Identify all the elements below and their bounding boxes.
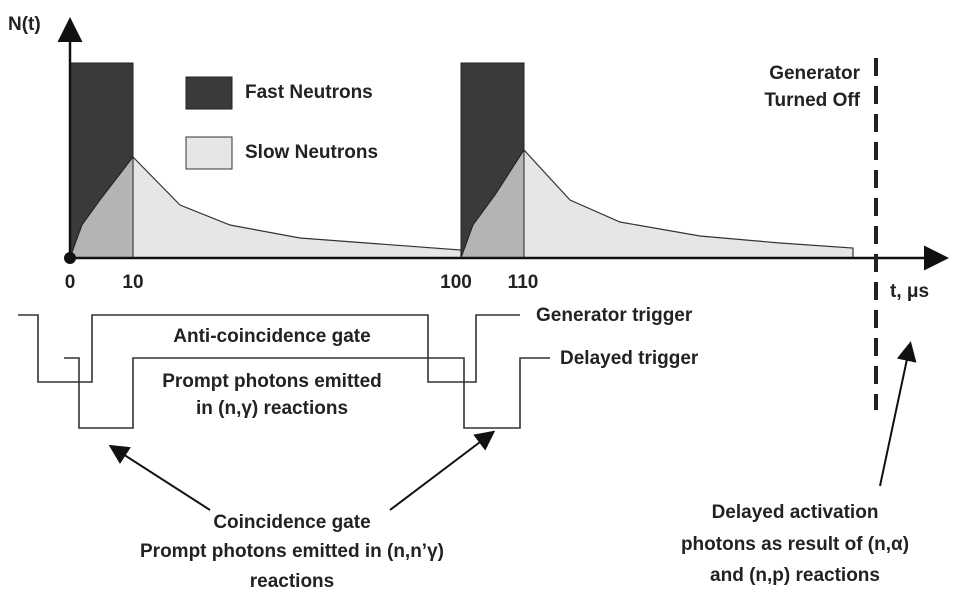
tick-label: 10: [122, 272, 143, 293]
tick-label: 0: [65, 272, 76, 293]
generator-trigger-line: [18, 314, 520, 383]
origin: [64, 252, 76, 264]
arrow: [879, 341, 917, 487]
gate-label: Prompt photons emitted: [162, 371, 382, 392]
tick-label: 110: [508, 272, 539, 293]
arrow: [389, 430, 496, 511]
note: Turned Off: [764, 90, 860, 111]
legend-swatch: [185, 136, 233, 170]
y-label: N(t): [8, 14, 41, 35]
legend-label: Fast Neutrons: [245, 82, 373, 103]
tick-label: 100: [440, 272, 472, 293]
gate-label: Delayed trigger: [560, 348, 699, 369]
legend-label: Slow Neutrons: [245, 142, 378, 163]
delayed-trigger-line: [64, 357, 550, 429]
legend-swatch: [185, 76, 233, 110]
caption: Delayed activation: [712, 502, 879, 523]
caption: Coincidence gate: [213, 512, 370, 533]
caption: Prompt photons emitted in (n,n’γ): [140, 541, 444, 562]
gate-label: Generator trigger: [536, 305, 693, 326]
arrow: [108, 444, 211, 511]
gate-label: Anti-coincidence gate: [173, 326, 370, 347]
caption: reactions: [250, 571, 334, 592]
caption: and (n,p) reactions: [710, 565, 880, 586]
x-label: t, μs: [890, 281, 929, 302]
caption: photons as result of (n,α): [681, 534, 909, 555]
gate-label: in (n,γ) reactions: [196, 398, 348, 419]
note: Generator: [769, 63, 860, 84]
